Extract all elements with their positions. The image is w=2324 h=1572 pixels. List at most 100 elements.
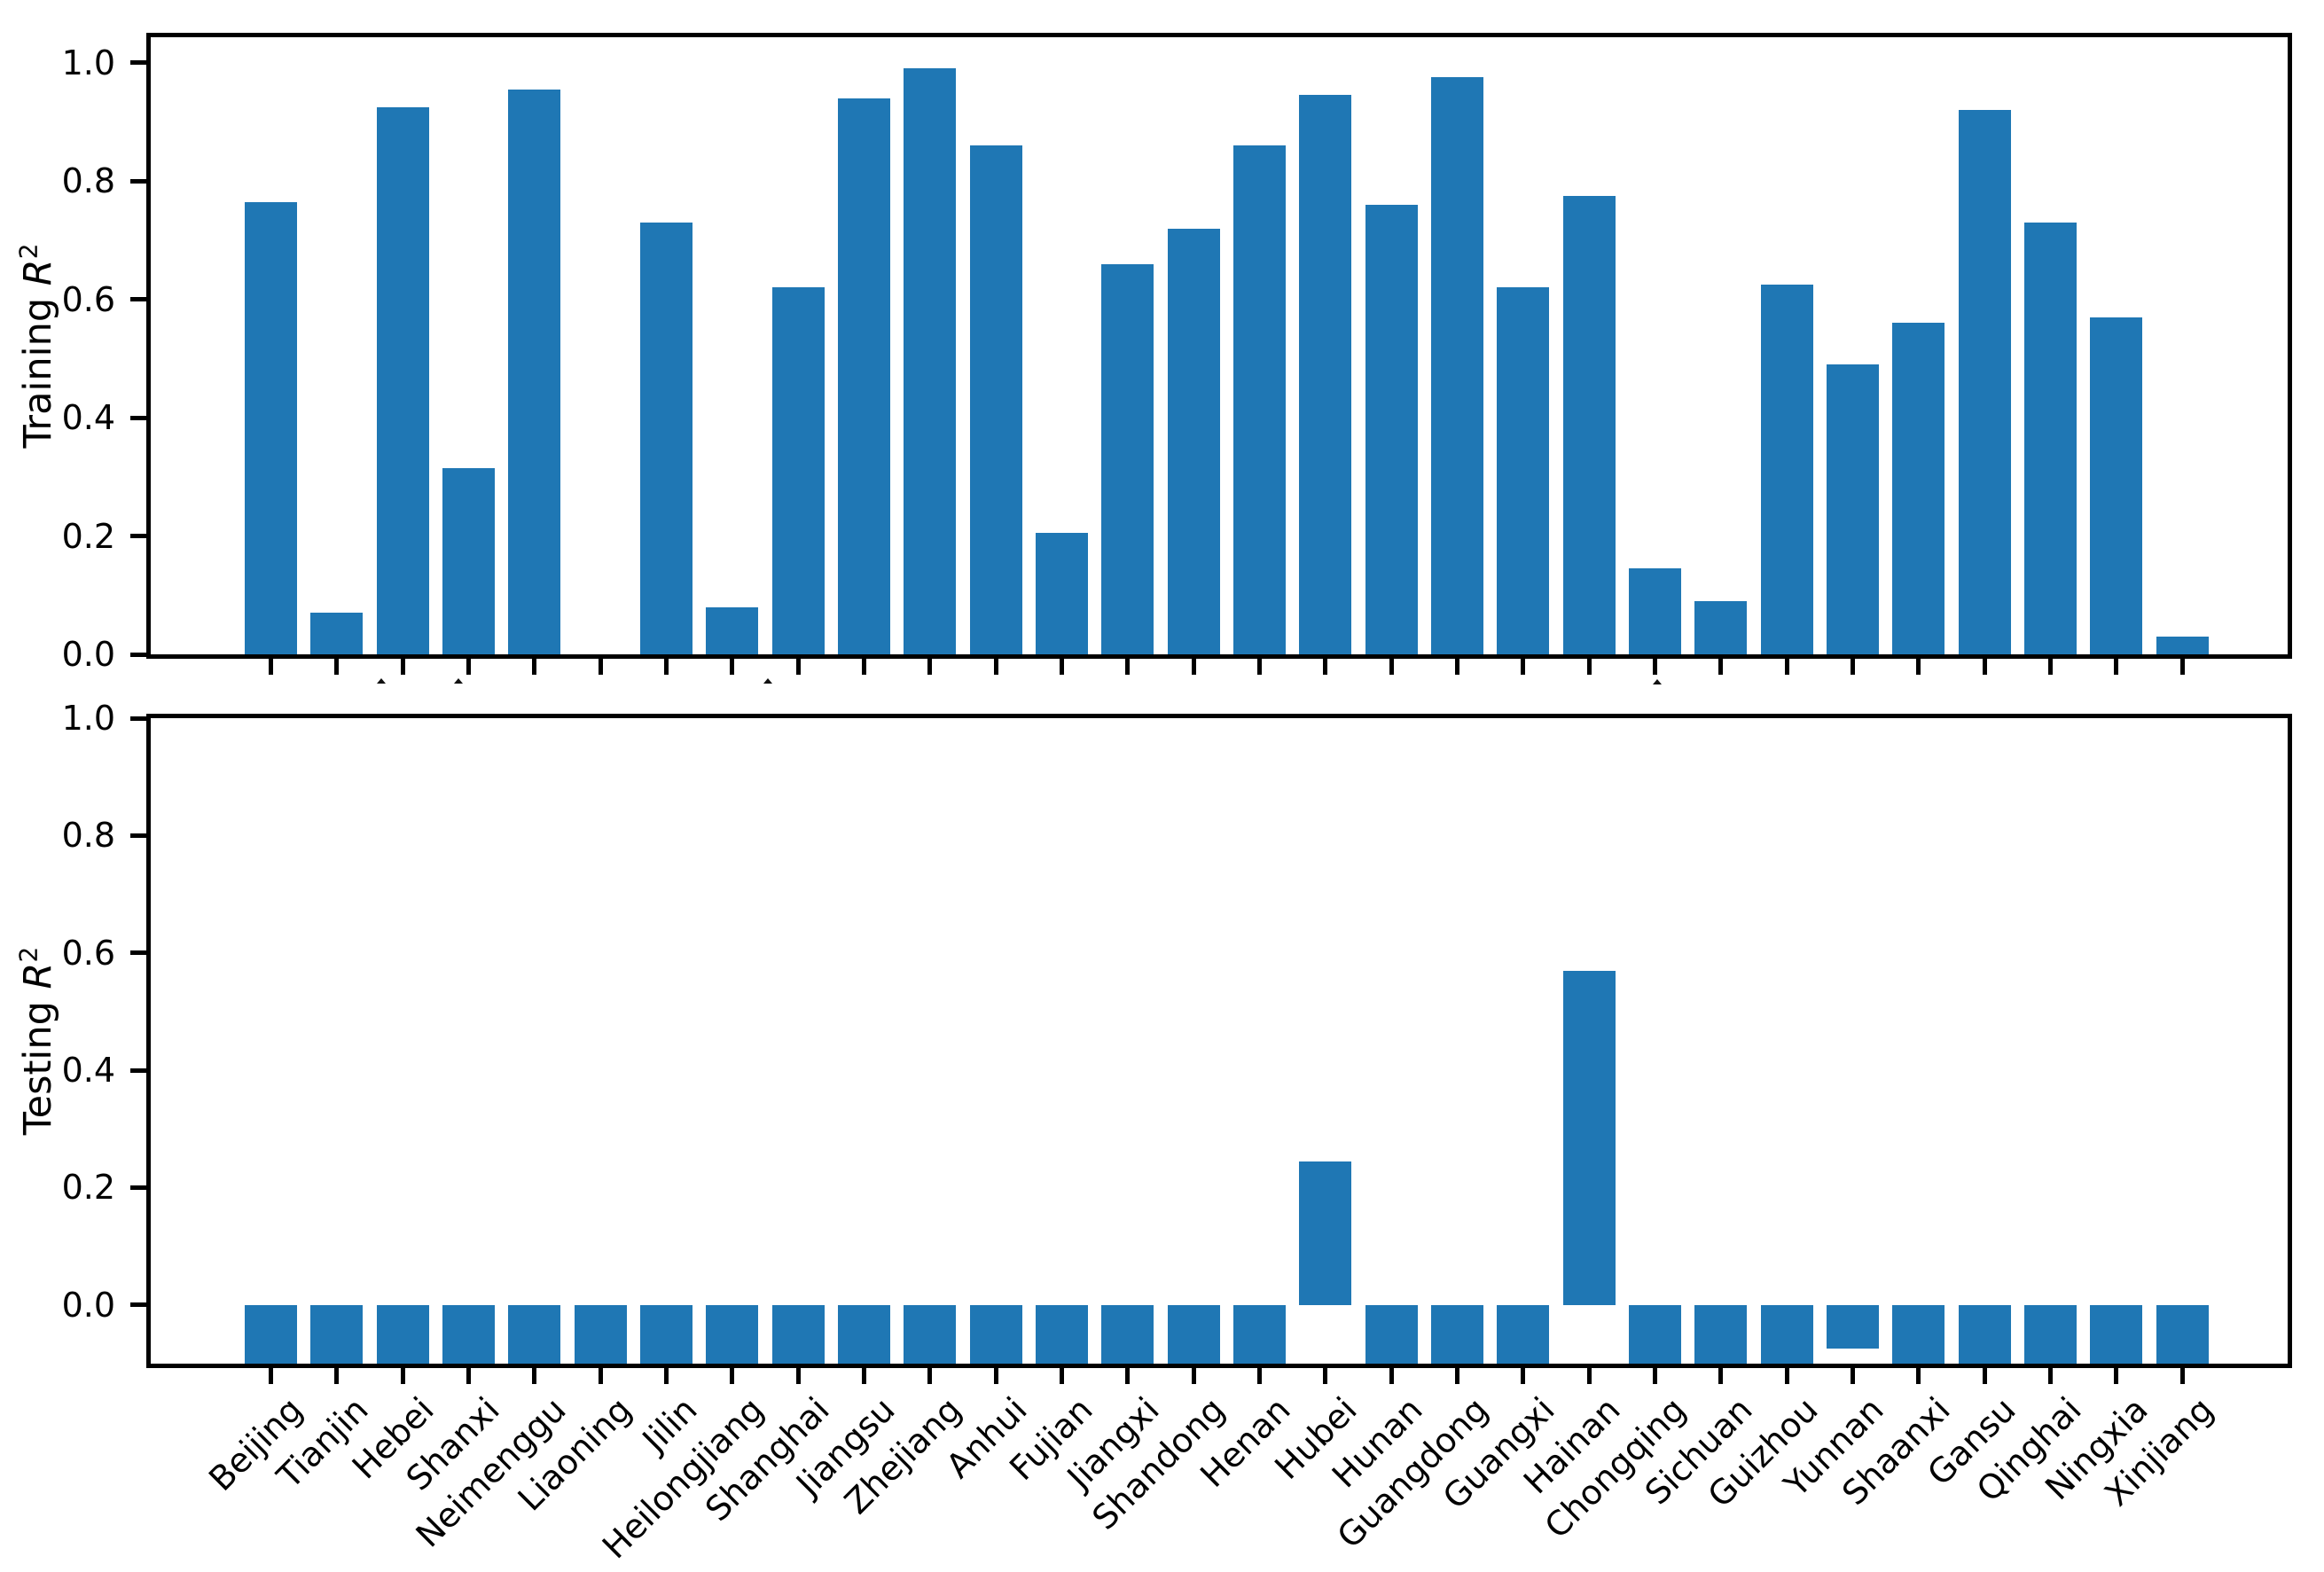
bar-shandong bbox=[1167, 228, 1220, 654]
bar-hebei bbox=[376, 1304, 429, 1364]
x-tick-mark bbox=[993, 1368, 998, 1384]
bar-neimenggu bbox=[508, 1304, 561, 1364]
x-tick-mark bbox=[1521, 659, 1526, 675]
x-tick-mark bbox=[1784, 659, 1789, 675]
x-tick-mark bbox=[1982, 1368, 1987, 1384]
bar-zhejiang bbox=[904, 1304, 957, 1364]
y-tick-label: 0.2 bbox=[61, 516, 115, 556]
x-tick-mark bbox=[1125, 659, 1131, 675]
y-tick-mark bbox=[130, 652, 146, 657]
bar-sichuan bbox=[1694, 600, 1748, 654]
x-tick-mark bbox=[861, 659, 866, 675]
bar-hunan bbox=[1365, 1304, 1418, 1364]
x-tick-mark bbox=[334, 1368, 340, 1384]
y-tick-mark bbox=[130, 950, 146, 956]
x-tick-mark bbox=[1059, 659, 1064, 675]
bar-jiangsu bbox=[837, 1304, 890, 1364]
x-tick-mark bbox=[1256, 1368, 1262, 1384]
x-tick-mark bbox=[1059, 1368, 1064, 1384]
bar-guizhou bbox=[1760, 1304, 1813, 1364]
x-tick-mark bbox=[795, 1368, 801, 1384]
x-tick-mark bbox=[2047, 659, 2053, 675]
y-tick-mark bbox=[130, 1068, 146, 1073]
x-tick-mark bbox=[1191, 659, 1196, 675]
x-tick-mark bbox=[1586, 659, 1592, 675]
clipped-label-tip-artifact bbox=[454, 678, 463, 684]
y-tick-mark bbox=[130, 1302, 146, 1308]
bar-gansu bbox=[1958, 110, 2011, 654]
x-tick-mark bbox=[1718, 1368, 1724, 1384]
bar-hunan bbox=[1365, 204, 1418, 654]
x-tick-mark bbox=[532, 1368, 537, 1384]
bar-guizhou bbox=[1760, 284, 1813, 654]
bar-yunnan bbox=[1826, 1304, 1879, 1349]
bar-qinghai bbox=[2023, 222, 2077, 654]
y-tick-label: 0.2 bbox=[61, 1168, 115, 1208]
bar-shandong bbox=[1167, 1304, 1220, 1364]
bar-yunnan bbox=[1826, 364, 1879, 654]
x-tick-mark bbox=[1718, 659, 1724, 675]
x-tick-mark bbox=[1916, 1368, 1921, 1384]
bar-beijing bbox=[245, 201, 297, 654]
x-tick-mark bbox=[730, 1368, 735, 1384]
y-tick-label: 0.4 bbox=[61, 398, 115, 438]
x-tick-mark bbox=[598, 659, 603, 675]
testing-plot-area bbox=[146, 714, 2292, 1368]
bar-heilongjiang bbox=[706, 606, 759, 654]
bar-anhui bbox=[969, 145, 1022, 654]
x-tick-mark bbox=[993, 659, 998, 675]
x-tick-mark bbox=[1454, 659, 1459, 675]
x-tick-mark bbox=[1521, 1368, 1526, 1384]
y-tick-mark bbox=[130, 833, 146, 838]
y-tick-mark bbox=[130, 534, 146, 539]
x-tick-mark bbox=[927, 1368, 933, 1384]
clipped-label-tip-artifact bbox=[1653, 679, 1662, 684]
bar-guangdong bbox=[1430, 1304, 1483, 1364]
bar-hubei bbox=[1299, 95, 1352, 654]
x-tick-mark bbox=[1652, 659, 1657, 675]
x-tick-mark bbox=[2114, 1368, 2119, 1384]
bar-guangdong bbox=[1430, 77, 1483, 654]
y-tick-label: 0.0 bbox=[61, 635, 115, 674]
bar-liaoning bbox=[574, 1304, 627, 1364]
y-tick-label: 0.6 bbox=[61, 933, 115, 973]
x-tick-mark bbox=[1586, 1368, 1592, 1384]
x-tick-mark bbox=[1256, 659, 1262, 675]
y-tick-label: 0.4 bbox=[61, 1051, 115, 1091]
bar-hebei bbox=[376, 106, 429, 654]
bar-sichuan bbox=[1694, 1304, 1748, 1364]
training-plot-area bbox=[146, 33, 2292, 659]
x-tick-mark bbox=[927, 659, 933, 675]
x-tick-mark bbox=[532, 659, 537, 675]
x-tick-mark bbox=[1982, 659, 1987, 675]
x-tick-mark bbox=[663, 1368, 669, 1384]
x-tick-mark bbox=[1784, 1368, 1789, 1384]
x-tick-mark bbox=[1323, 659, 1328, 675]
x-tick-mark bbox=[1389, 1368, 1394, 1384]
y-tick-mark bbox=[130, 60, 146, 66]
x-tick-mark bbox=[466, 659, 471, 675]
x-tick-mark bbox=[1916, 659, 1921, 675]
bar-jiangxi bbox=[1101, 1304, 1154, 1364]
x-tick-mark bbox=[269, 659, 273, 675]
bar-hainan bbox=[1562, 195, 1616, 654]
bar-neimenggu bbox=[508, 89, 561, 654]
bar-shanxi bbox=[442, 467, 495, 654]
bar-shanxi bbox=[442, 1304, 495, 1364]
x-tick-mark bbox=[2047, 1368, 2053, 1384]
bar-shaanxi bbox=[1892, 323, 1945, 654]
bar-henan bbox=[1232, 1304, 1286, 1364]
x-tick-mark bbox=[1850, 1368, 1855, 1384]
bar-guangxi bbox=[1497, 287, 1550, 654]
bar-hubei bbox=[1299, 1161, 1352, 1305]
bar-hainan bbox=[1562, 970, 1616, 1305]
y-tick-label: 1.0 bbox=[61, 699, 115, 738]
bar-jilin bbox=[639, 1304, 693, 1364]
bar-jiangxi bbox=[1101, 263, 1154, 654]
x-tick-mark bbox=[1850, 659, 1855, 675]
x-tick-mark bbox=[1191, 1368, 1196, 1384]
bar-tianjin bbox=[310, 1304, 364, 1364]
bar-zhejiang bbox=[904, 68, 957, 654]
bar-gansu bbox=[1958, 1304, 2011, 1364]
